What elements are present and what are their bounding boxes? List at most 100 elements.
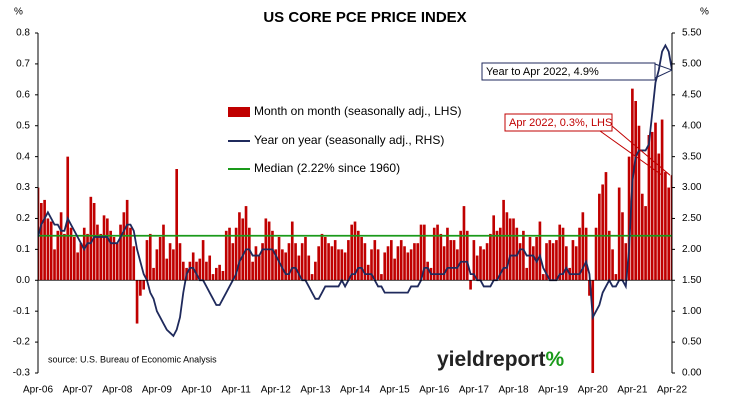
bar <box>43 199 46 281</box>
bar <box>660 119 664 281</box>
bar <box>383 252 387 281</box>
bar <box>76 252 79 281</box>
bar <box>119 224 122 281</box>
bar <box>320 233 324 281</box>
annotation-arrow <box>654 63 673 71</box>
bar <box>234 227 238 281</box>
annotation-arrow <box>654 69 673 79</box>
bar <box>350 224 354 281</box>
bar <box>571 240 575 281</box>
bar <box>637 125 641 281</box>
bar <box>244 206 248 281</box>
bar <box>409 249 413 281</box>
y-tick-label: 0.5 <box>16 120 30 131</box>
bar <box>462 206 466 281</box>
bar <box>650 131 654 281</box>
annotation-arrow <box>599 130 663 176</box>
bar <box>46 218 50 281</box>
bar <box>59 212 63 281</box>
x-tick-label: Apr-21 <box>617 385 647 396</box>
annotation: Apr 2022, 0.3%, LHS <box>509 117 612 129</box>
x-tick-label: Apr-16 <box>419 385 449 396</box>
y2-unit: % <box>700 7 709 18</box>
x-tick-label: Apr-19 <box>538 385 568 396</box>
bar <box>446 227 449 281</box>
y2-tick-label: 2.00 <box>682 244 702 255</box>
bar <box>419 224 423 281</box>
bar <box>558 224 562 281</box>
bar <box>49 221 53 281</box>
bar <box>211 274 215 281</box>
x-tick-label: Apr-22 <box>657 385 687 396</box>
bar <box>284 252 287 281</box>
bar <box>314 261 317 281</box>
bar <box>56 230 60 281</box>
bar <box>267 221 271 281</box>
bar <box>148 233 152 281</box>
bar <box>426 261 429 281</box>
y2-tick-label: 2.50 <box>682 213 702 224</box>
bar <box>518 243 522 281</box>
bar <box>96 224 99 281</box>
bar <box>99 233 103 281</box>
bar <box>492 215 496 281</box>
y2-tick-label: 0.50 <box>682 337 702 348</box>
bar <box>574 246 578 281</box>
bar <box>531 246 535 281</box>
bar <box>370 249 373 281</box>
bar <box>343 252 347 281</box>
bar <box>274 249 278 281</box>
bar <box>69 227 73 281</box>
bar <box>664 172 667 281</box>
bar <box>489 233 492 281</box>
bar <box>386 246 390 281</box>
bar <box>360 237 363 281</box>
bar <box>155 249 159 281</box>
bar <box>578 227 581 281</box>
legend-label: Median (2.22% since 1960) <box>254 161 400 175</box>
y2-tick-label: 3.50 <box>682 151 702 162</box>
bar <box>551 243 555 281</box>
bar <box>63 233 66 281</box>
y2-tick-label: 5.00 <box>682 59 702 70</box>
bar <box>347 240 350 281</box>
bar <box>548 240 552 281</box>
bar <box>191 252 195 281</box>
bar <box>188 261 192 281</box>
bar <box>667 187 671 281</box>
bar <box>238 212 241 281</box>
bar <box>439 233 443 281</box>
bar <box>598 193 601 281</box>
bar <box>307 255 311 281</box>
y-tick-label: 0.3 <box>16 182 30 193</box>
bar <box>218 264 221 281</box>
bar <box>129 227 132 281</box>
bar <box>214 267 218 281</box>
bar <box>614 274 618 281</box>
bar <box>115 243 119 281</box>
annotation-arrow <box>611 125 671 176</box>
bar <box>135 280 139 324</box>
bar <box>413 243 416 281</box>
x-tick-label: Apr-20 <box>578 385 608 396</box>
bar <box>323 237 327 281</box>
bar <box>82 227 86 281</box>
y2-tick-label: 4.50 <box>682 89 702 100</box>
bar <box>393 258 396 281</box>
bar <box>366 264 370 281</box>
bar <box>241 218 245 281</box>
bar <box>545 243 548 281</box>
bar <box>621 212 624 281</box>
bar <box>449 240 453 281</box>
bar <box>555 240 558 281</box>
bar <box>271 230 274 281</box>
bar <box>591 280 595 373</box>
bar <box>640 193 644 281</box>
y-tick-label: 0.0 <box>16 275 30 286</box>
legend-label: Year on year (seasonally adj., RHS) <box>254 133 444 147</box>
bar <box>198 258 202 281</box>
bar <box>201 240 205 281</box>
bar <box>287 243 291 281</box>
bar <box>634 101 637 281</box>
bar <box>317 246 320 281</box>
